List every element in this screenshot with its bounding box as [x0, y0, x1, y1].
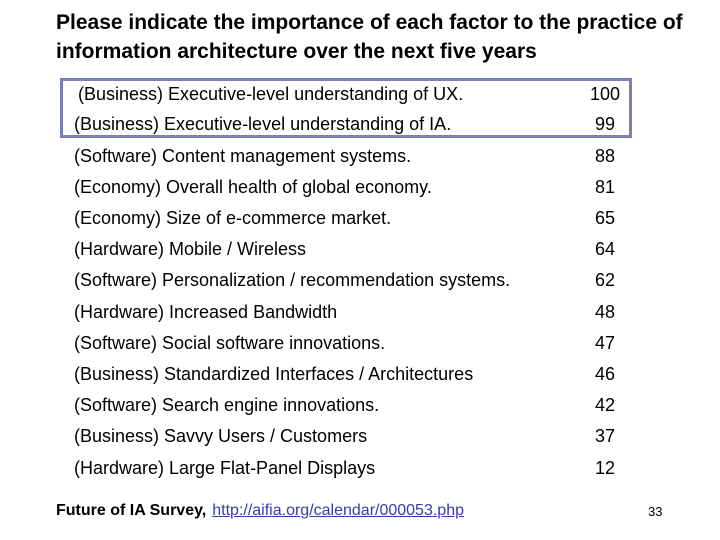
factor-score: 81 — [595, 177, 616, 197]
factor-score: 48 — [595, 302, 616, 322]
factor-row: (Economy) Size of e-commerce market. 65 — [0, 204, 720, 232]
factor-row: (Economy) Overall health of global econo… — [0, 173, 720, 201]
factor-label: (Software) Personalization / recommendat… — [74, 270, 511, 290]
factor-score: 12 — [595, 458, 616, 478]
factor-score: 88 — [595, 146, 616, 166]
factor-label: (Hardware) Increased Bandwidth — [74, 302, 338, 322]
factor-score: 99 — [595, 114, 616, 134]
factor-row: (Software) Content management systems. 8… — [0, 142, 720, 170]
factor-label: (Economy) Overall health of global econo… — [74, 177, 432, 197]
factor-score: 62 — [595, 270, 616, 290]
factor-score: 46 — [595, 364, 616, 384]
factor-label: (Software) Content management systems. — [74, 146, 412, 166]
factor-label: (Business) Savvy Users / Customers — [74, 426, 368, 446]
factor-score: 64 — [595, 239, 616, 259]
factor-row: (Business) Executive-level understanding… — [0, 110, 720, 138]
footer-source: Future of IA Survey, — [56, 502, 207, 519]
factor-label: (Business) Executive-level understanding… — [74, 114, 452, 134]
footer: Future of IA Survey, http://aifia.org/cal… — [56, 502, 464, 520]
factor-label: (Business) Standardized Interfaces / Arc… — [74, 364, 474, 384]
page-number: 33 — [648, 504, 663, 519]
factor-row: (Hardware) Large Flat-Panel Displays 12 — [0, 454, 720, 482]
factor-label: (Hardware) Large Flat-Panel Displays — [74, 458, 376, 478]
factor-score: 42 — [595, 395, 616, 415]
factor-row: (Hardware) Mobile / Wireless 64 — [0, 235, 720, 263]
factor-label: (Software) Social software innovations. — [74, 333, 386, 353]
factor-label: (Business) Executive-level understanding… — [78, 84, 464, 104]
factor-label: (Economy) Size of e-commerce market. — [74, 208, 392, 228]
factor-row: (Software) Personalization / recommendat… — [0, 266, 720, 294]
highlight-box — [60, 78, 632, 138]
factor-label: (Software) Search engine innovations. — [74, 395, 380, 415]
factor-row: (Business) Savvy Users / Customers 37 — [0, 422, 720, 450]
factor-row: (Software) Search engine innovations. 42 — [0, 391, 720, 419]
factor-row: (Business) Executive-level understanding… — [0, 80, 720, 108]
factor-score: 47 — [595, 333, 616, 353]
factor-label: (Hardware) Mobile / Wireless — [74, 239, 307, 259]
factor-score: 100 — [590, 84, 621, 104]
factor-score: 37 — [595, 426, 616, 446]
factor-row: (Software) Social software innovations. … — [0, 329, 720, 357]
factor-row: (Business) Standardized Interfaces / Arc… — [0, 360, 720, 388]
factor-score: 65 — [595, 208, 616, 228]
source-link[interactable]: http://aifia.org/calendar/000053.php — [212, 502, 464, 519]
slide-title: Please indicate the importance of each f… — [56, 11, 683, 63]
factor-row: (Hardware) Increased Bandwidth 48 — [0, 298, 720, 326]
